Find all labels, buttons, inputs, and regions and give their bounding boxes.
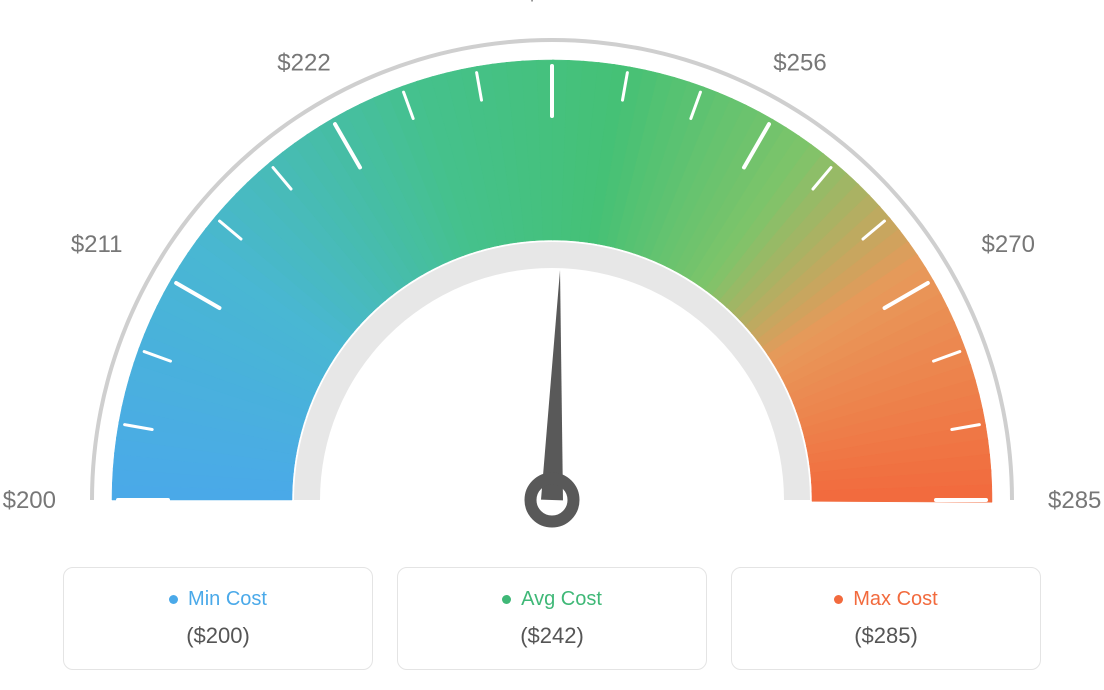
gauge-needle: [531, 270, 574, 521]
tick-label: $200: [3, 487, 56, 514]
tick-label: $270: [982, 231, 1035, 258]
legend-card-avg: Avg Cost ($242): [397, 567, 707, 670]
legend-dot-icon: [502, 595, 511, 604]
tick-label: $222: [277, 49, 330, 76]
tick-label: $211: [71, 231, 123, 258]
legend-title: Min Cost: [74, 588, 362, 611]
legend-row: Min Cost ($200) Avg Cost ($242) Max Cost ($28…: [50, 567, 1054, 670]
chart-container: $200 $211 $222 $242 $256 $270 $285 Min Cost ($2…: [0, 0, 1104, 690]
tick-label: $256: [773, 49, 826, 76]
legend-value: ($285): [742, 623, 1030, 649]
gauge-svg: $200 $211 $222 $242 $256 $270 $285: [0, 0, 1104, 555]
gauge-area: $200 $211 $222 $242 $256 $270 $285: [0, 0, 1104, 555]
legend-label: Avg Cost: [521, 588, 602, 610]
legend-title: Avg Cost: [408, 588, 696, 611]
legend-card-min: Min Cost ($200): [63, 567, 373, 670]
legend-value: ($200): [74, 623, 362, 649]
legend-dot-icon: [834, 595, 843, 604]
legend-label: Min Cost: [188, 588, 267, 610]
tick-label: $285: [1048, 487, 1101, 514]
legend-card-max: Max Cost ($285): [731, 567, 1041, 670]
tick-label: $242: [525, 0, 578, 6]
legend-title: Max Cost: [742, 588, 1030, 611]
legend-value: ($242): [408, 623, 696, 649]
legend-dot-icon: [169, 595, 178, 604]
legend-label: Max Cost: [853, 588, 937, 610]
